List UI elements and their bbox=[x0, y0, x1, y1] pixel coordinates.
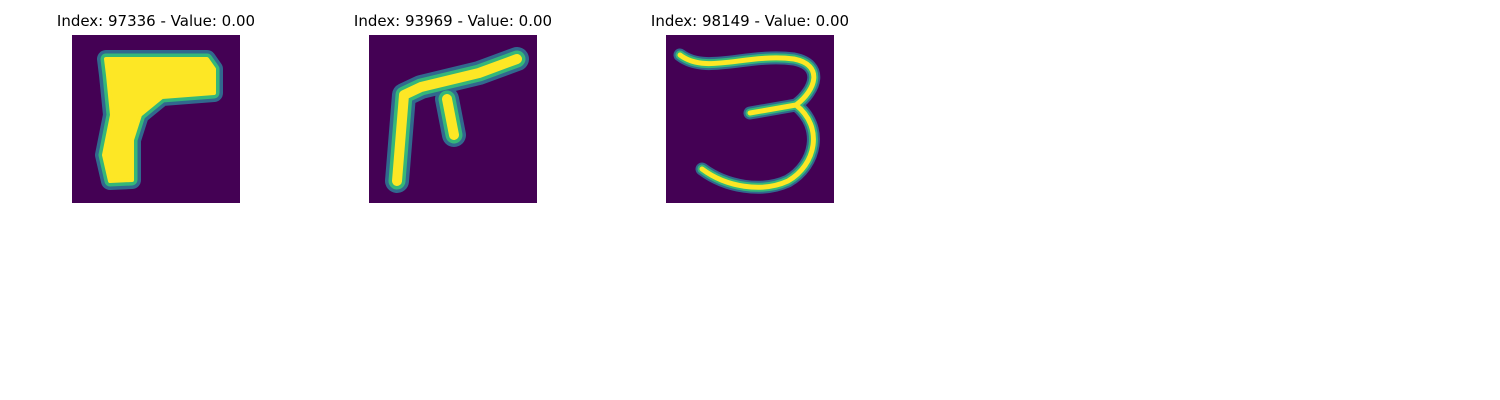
digit-image bbox=[369, 35, 537, 203]
digit-image bbox=[72, 35, 240, 203]
image-panel-3: Index: 98149 - Value: 0.00 bbox=[600, 0, 900, 210]
panel-title: Index: 93969 - Value: 0.00 bbox=[353, 12, 553, 30]
image-panel-2: Index: 93969 - Value: 0.00 bbox=[303, 0, 603, 210]
digit-image bbox=[666, 35, 834, 203]
image-panel-1: Index: 97336 - Value: 0.00 bbox=[6, 0, 306, 210]
panel-title: Index: 97336 - Value: 0.00 bbox=[56, 12, 256, 30]
panel-title: Index: 98149 - Value: 0.00 bbox=[650, 12, 850, 30]
